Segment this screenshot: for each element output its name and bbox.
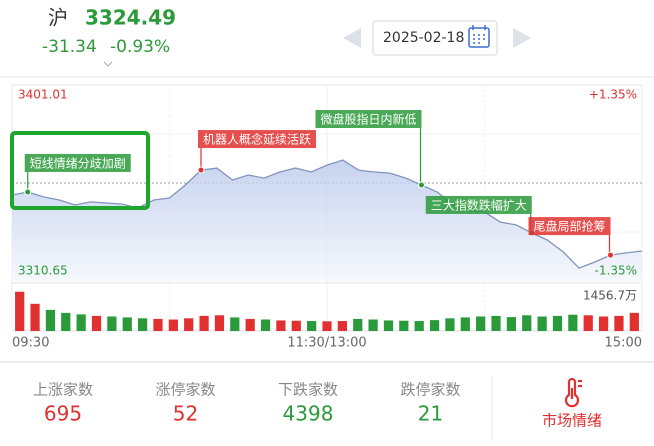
volume-tick-label: 1456.7万 bbox=[583, 289, 637, 303]
y2-tick-label: -1.35% bbox=[595, 264, 637, 278]
volume-bar bbox=[476, 316, 486, 331]
mood-button-label[interactable]: 市场情绪 bbox=[542, 412, 602, 430]
volume-bar bbox=[322, 321, 332, 331]
volume-bar bbox=[552, 315, 563, 331]
stat-value: 4398 bbox=[283, 402, 334, 426]
annotation-marker bbox=[607, 251, 614, 259]
volume-bar bbox=[76, 314, 86, 331]
volume-bar bbox=[276, 320, 286, 331]
volume-bar bbox=[399, 320, 409, 331]
index-change: -31.34 bbox=[42, 37, 97, 57]
highlight-box bbox=[10, 131, 150, 210]
volume-bar bbox=[506, 317, 516, 331]
date-text: 2025-02-18 bbox=[383, 30, 464, 46]
volume-bar bbox=[629, 312, 639, 331]
volume-bar bbox=[383, 320, 394, 331]
stat-label: 下跌家数 bbox=[278, 381, 338, 399]
annotation-text: 尾盘局部抢筹 bbox=[533, 219, 605, 234]
annotation-text: 微盘股指日内新低 bbox=[320, 112, 416, 127]
x-tick-label: 09:30 bbox=[12, 336, 49, 351]
volume-bar bbox=[337, 321, 347, 331]
volume-bar bbox=[260, 319, 271, 331]
volume-bar bbox=[491, 315, 501, 331]
price-area bbox=[12, 160, 642, 281]
volume-bar bbox=[368, 319, 378, 331]
stat-label: 跌停家数 bbox=[400, 381, 460, 399]
expand-chevron[interactable] bbox=[103, 61, 113, 67]
volume-bar bbox=[245, 318, 255, 331]
volume-bar bbox=[122, 317, 132, 331]
volume-bar bbox=[522, 315, 532, 331]
volume-bar bbox=[138, 318, 148, 331]
next-day-arrow[interactable] bbox=[513, 28, 531, 48]
volume-bar bbox=[307, 321, 317, 331]
y-tick-label: 3401.01 bbox=[18, 88, 68, 102]
stat-value: 52 bbox=[173, 402, 198, 426]
volume-bar bbox=[568, 314, 578, 331]
x-tick-label: 15:00 bbox=[605, 336, 642, 351]
annotation-text: 三大指数跌幅扩大 bbox=[431, 197, 527, 212]
volume-bar bbox=[414, 321, 424, 331]
annotation-box bbox=[528, 217, 611, 236]
volume-bar bbox=[353, 318, 363, 331]
volume-bar bbox=[45, 309, 56, 331]
volume-bar bbox=[199, 315, 209, 331]
annotation-text: 机器人概念延续活跃 bbox=[203, 132, 311, 147]
y2-tick-label: +1.35% bbox=[589, 88, 637, 102]
x-tick-label: 11:30/13:00 bbox=[287, 336, 366, 351]
annotation-box bbox=[198, 130, 316, 149]
annotation-box bbox=[315, 110, 422, 129]
annotation-marker bbox=[418, 181, 425, 189]
stat-label: 涨停家数 bbox=[155, 381, 215, 399]
volume-bar bbox=[30, 303, 40, 331]
index-change-pct: -0.93% bbox=[110, 37, 170, 57]
index-price: 3324.49 bbox=[85, 6, 176, 30]
volume-bar bbox=[230, 317, 240, 331]
prev-day-arrow[interactable] bbox=[343, 28, 361, 48]
index-name: 沪 bbox=[48, 6, 68, 30]
stat-label: 上涨家数 bbox=[33, 381, 93, 399]
volume-bar bbox=[445, 318, 455, 331]
annotation-box bbox=[425, 195, 532, 214]
stat-value: 695 bbox=[44, 402, 82, 426]
volume-bar bbox=[583, 315, 593, 331]
volume-bar bbox=[15, 291, 25, 331]
volume-bar bbox=[291, 320, 301, 331]
annotation-marker bbox=[24, 188, 32, 196]
y-tick-label: 3310.65 bbox=[18, 264, 68, 278]
annotation-marker bbox=[197, 166, 205, 174]
annotation-box bbox=[24, 153, 131, 172]
volume-bar bbox=[614, 315, 624, 331]
thermometer-icon[interactable] bbox=[564, 377, 582, 408]
stat-value: 21 bbox=[418, 402, 443, 426]
date-box[interactable] bbox=[372, 20, 498, 56]
calendar-icon[interactable] bbox=[468, 25, 490, 48]
volume-bar bbox=[460, 317, 470, 331]
price-line bbox=[11, 159, 643, 269]
volume-bar bbox=[184, 318, 194, 331]
volume-bar bbox=[91, 315, 102, 331]
volume-bar bbox=[107, 316, 117, 331]
volume-bar bbox=[537, 316, 547, 331]
volume-bar bbox=[598, 316, 609, 331]
volume-bar bbox=[153, 318, 163, 331]
volume-bar bbox=[214, 315, 225, 331]
volume-bar bbox=[429, 320, 440, 331]
volume-bar bbox=[61, 312, 71, 331]
annotation-text: 短线情绪分歧加剧 bbox=[30, 156, 126, 170]
volume-bar bbox=[168, 319, 178, 331]
